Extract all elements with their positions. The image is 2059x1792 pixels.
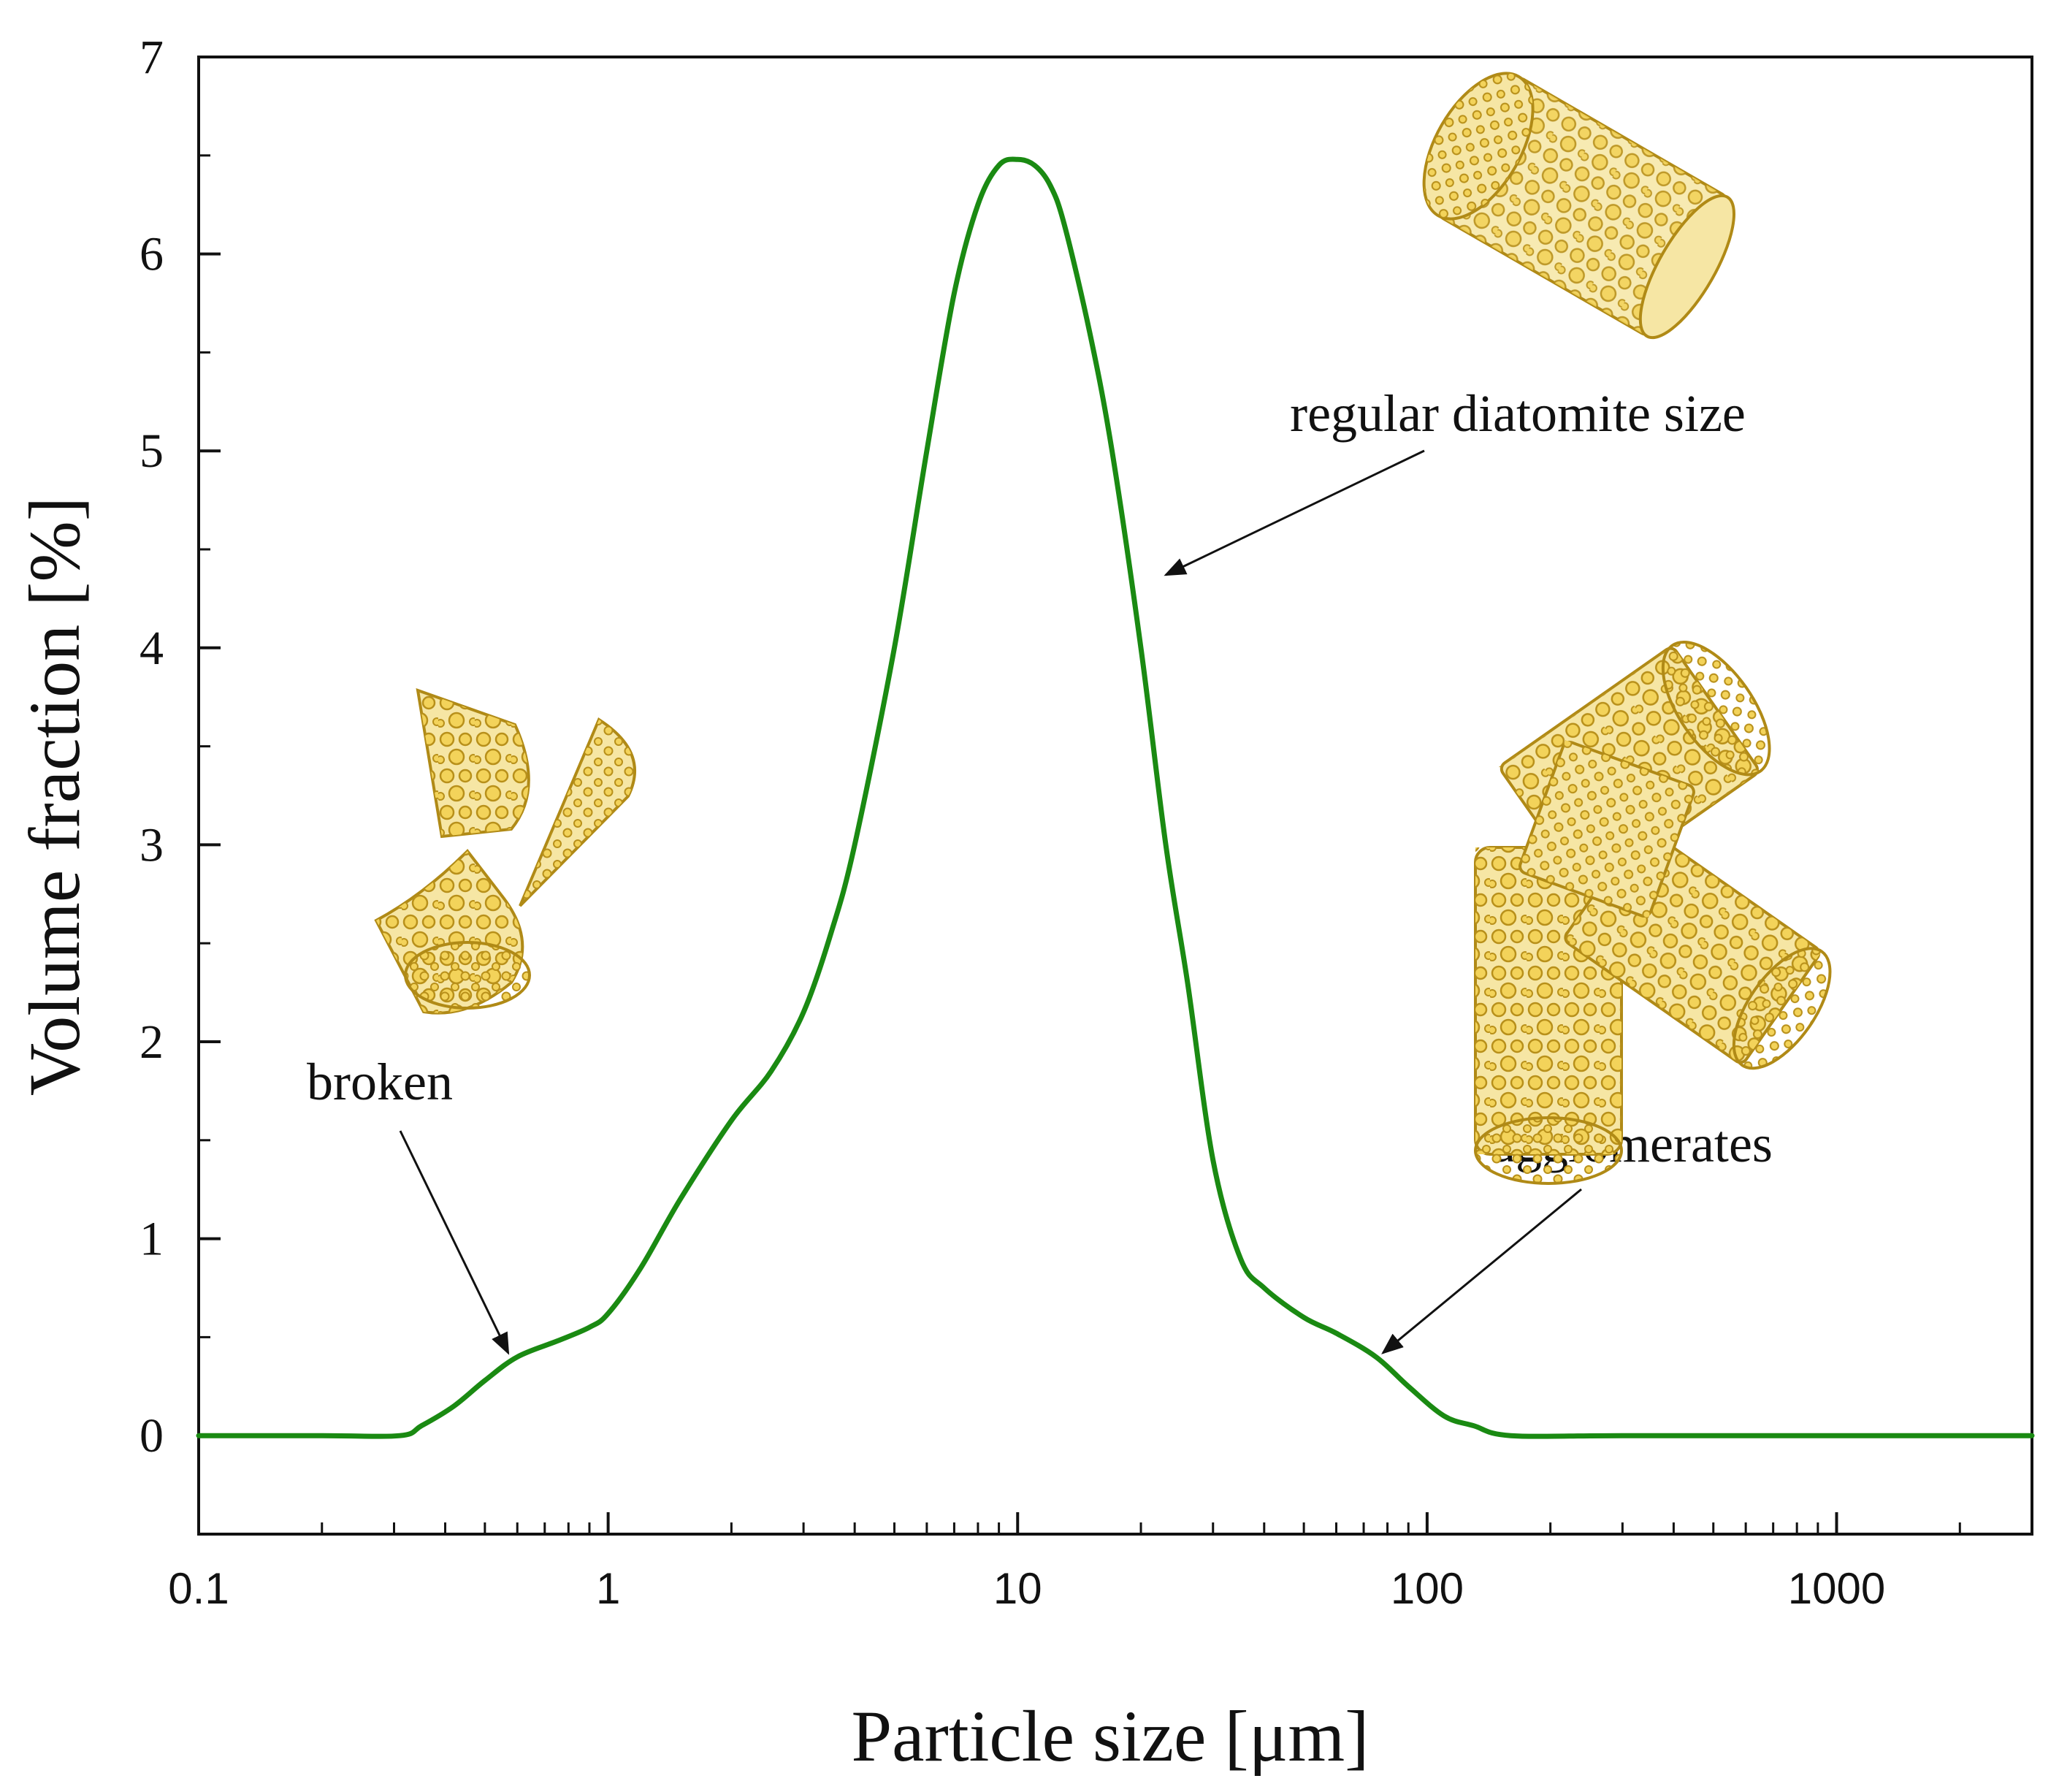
diatom-cylinder-illustration xyxy=(1422,72,1735,340)
broken-fragments-illustration xyxy=(374,687,636,1015)
y-tick-label-3: 3 xyxy=(140,818,164,872)
annotation-arrow-agglomerates xyxy=(1381,1188,1582,1354)
y-tick-label-1: 1 xyxy=(140,1213,164,1266)
y-tick-label-0: 0 xyxy=(140,1409,164,1463)
y-tick-label-6: 6 xyxy=(140,228,164,281)
y-axis-ticks: 0 1 2 3 4 5 6 7 xyxy=(140,31,221,1463)
annotation-broken: broken xyxy=(307,1053,453,1111)
annotation-regular-diatomite-size: regular diatomite size xyxy=(1290,384,1746,443)
x-tick-label-3: 100 xyxy=(1391,1564,1464,1613)
y-axis-title: Volume fraction [%] xyxy=(14,497,95,1096)
y-tick-label-7: 7 xyxy=(140,31,164,84)
y-tick-label-4: 4 xyxy=(140,622,164,675)
agglomerates-illustration xyxy=(1474,641,1832,1185)
x-tick-label-2: 10 xyxy=(993,1564,1042,1613)
annotation-arrow-regular-diatomite-size xyxy=(1164,449,1425,576)
y-minor-ticks xyxy=(199,154,210,1536)
y-tick-label-5: 5 xyxy=(140,424,164,478)
series-line-volume-fraction xyxy=(196,156,2035,1439)
x-tick-label-4: 1000 xyxy=(1788,1564,1885,1613)
x-axis-ticks: 0.1 1 10 100 1000 xyxy=(168,1512,1885,1613)
y-tick-label-2: 2 xyxy=(140,1015,164,1069)
x-tick-label-1: 1 xyxy=(596,1564,620,1613)
plot-frame xyxy=(197,56,2033,1536)
annotation-arrow-broken xyxy=(399,1130,510,1355)
x-minor-ticks xyxy=(321,1522,2033,1534)
x-axis-title: Particle size [μm] xyxy=(852,1696,1370,1777)
x-tick-label-0: 0.1 xyxy=(168,1564,229,1613)
